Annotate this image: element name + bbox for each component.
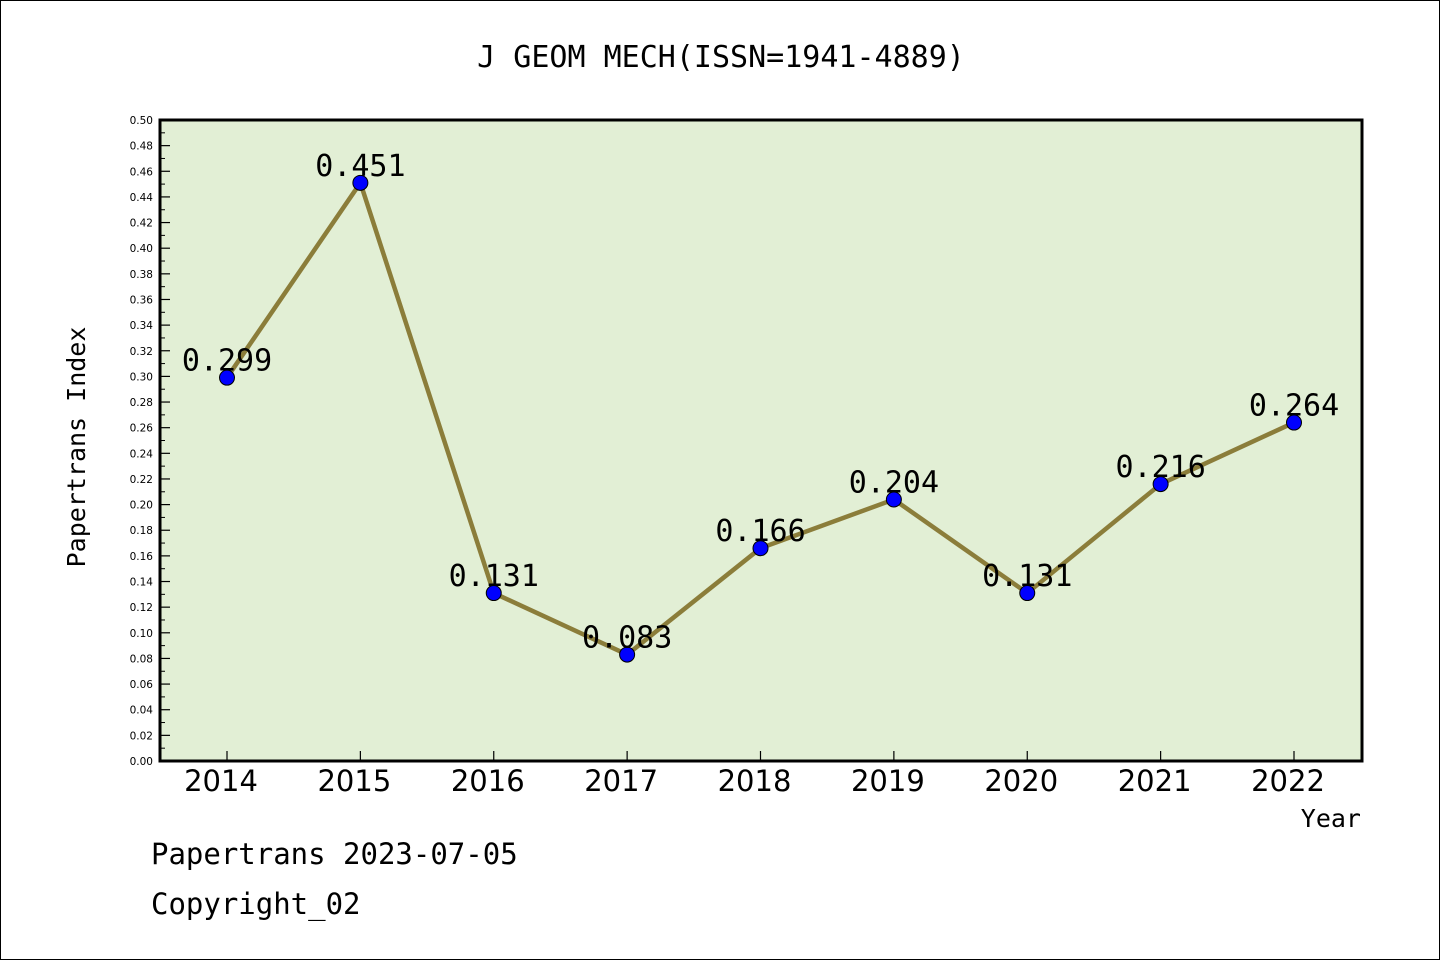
y-tick-label: 0.16 [130, 551, 154, 563]
y-axis: 0.00 0.02 0.04 0.06 0.08 0.10 0.12 0.14 0.16 0.18… [130, 115, 170, 768]
y-tick-label: 0.22 [130, 474, 153, 486]
y-tick-label: 0.08 [130, 653, 153, 665]
y-tick-label: 0.18 [130, 525, 153, 537]
data-points [219, 174, 1302, 663]
data-point [485, 585, 502, 602]
y-tick-label: 0.32 [130, 346, 153, 358]
y-tick-label: 0.36 [130, 294, 154, 306]
y-tick-label: 0.12 [130, 602, 153, 614]
data-point [752, 540, 769, 557]
y-tick-label: 0.38 [130, 269, 153, 281]
y-tick-label: 0.48 [130, 141, 153, 153]
y-tick-label: 0.04 [130, 705, 154, 717]
plot-area [158, 118, 1364, 763]
y-tick-label: 0.28 [130, 397, 153, 409]
x-axis: 2014 2015 2016 2017 2018 2019 2020 2021 2022 [184, 751, 1325, 798]
data-label: 0.166 [715, 514, 805, 549]
x-tick-label: 2021 [1118, 764, 1192, 798]
data-label: 0.083 [582, 621, 672, 656]
data-label: 0.264 [1249, 389, 1339, 424]
y-tick-label: 0.24 [130, 448, 154, 460]
footer-copyright: Copyright_02 [151, 887, 361, 921]
data-point [885, 491, 902, 508]
data-point [352, 174, 369, 191]
y-tick-label: 0.20 [130, 500, 153, 512]
x-tick-label: 2018 [718, 764, 792, 798]
y-tick-label: 0.34 [130, 320, 154, 332]
x-tick-label: 2017 [584, 764, 658, 798]
x-tick-label: 2016 [451, 764, 525, 798]
y-tick-label: 0.44 [130, 192, 154, 204]
data-label: 0.451 [315, 149, 405, 184]
data-point [1019, 585, 1036, 602]
y-tick-label: 0.50 [130, 115, 153, 127]
y-tick-label: 0.46 [130, 166, 154, 178]
data-point [1152, 476, 1169, 493]
x-tick-label: 2014 [184, 764, 258, 798]
chart-title: J GEOM MECH(ISSN=1941-4889) [477, 40, 965, 75]
x-tick-label: 2020 [984, 764, 1058, 798]
data-label: 0.204 [849, 465, 939, 500]
data-point [619, 646, 636, 663]
x-tick-label: 2015 [317, 764, 391, 798]
y-tick-label: 0.00 [130, 756, 153, 768]
y-tick-label: 0.26 [130, 423, 154, 435]
footer-date: Papertrans 2023-07-05 [151, 837, 518, 871]
x-tick-label: 2022 [1251, 764, 1325, 798]
y-tick-label: 0.02 [130, 730, 153, 742]
y-tick-label: 0.42 [130, 218, 153, 230]
data-label: 0.131 [449, 559, 539, 594]
y-tick-label: 0.14 [130, 577, 154, 589]
x-tick-label: 2019 [851, 764, 925, 798]
x-axis-label: Year [1301, 804, 1361, 833]
data-point [1286, 414, 1302, 431]
y-tick-label: 0.10 [130, 628, 153, 640]
data-label: 0.216 [1115, 450, 1205, 485]
y-tick-label: 0.40 [130, 243, 153, 255]
y-tick-label: 0.30 [130, 371, 153, 383]
data-label: 0.299 [182, 344, 272, 379]
y-axis-label: Papertrans Index [62, 327, 91, 568]
data-point [219, 369, 235, 386]
y-tick-label: 0.06 [130, 679, 154, 691]
data-labels: 0.299 0.451 0.131 0.083 0.166 0.204 0.131 0.216… [182, 149, 1339, 656]
data-label: 0.131 [982, 559, 1072, 594]
